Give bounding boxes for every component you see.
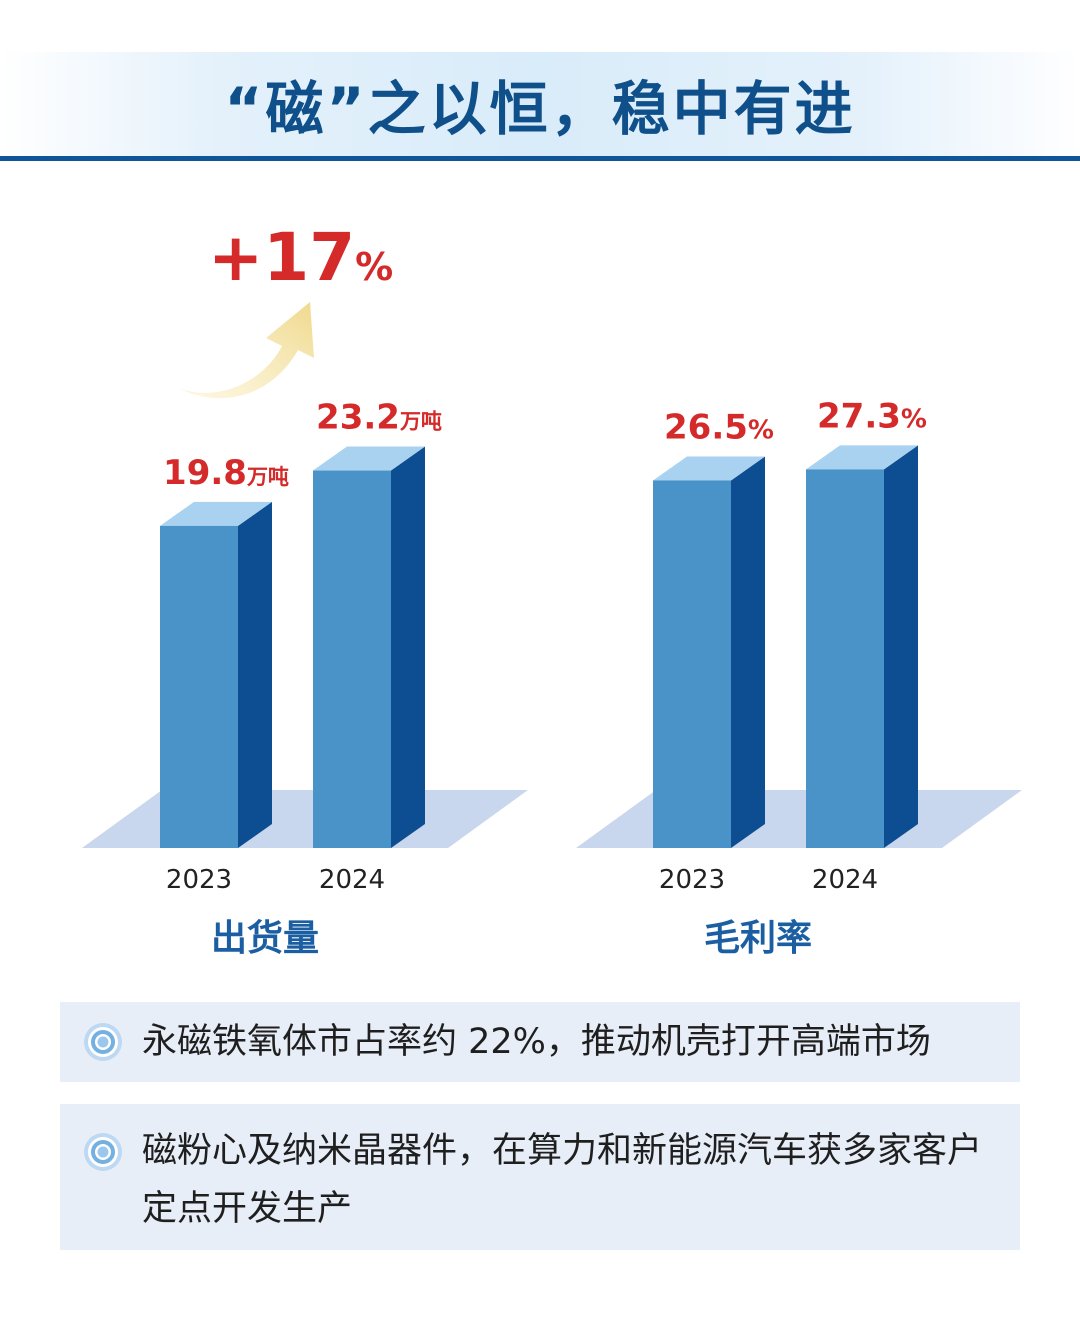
bar-value: 26.5 [664,407,748,447]
bar-front [160,525,238,848]
bar-top [653,456,765,481]
bar-value-label: 27.3% [817,396,927,436]
bar-top [160,501,272,526]
note-text-2: 磁粉心及纳米晶器件，在算力和新能源汽车获多家客户定点开发生产 [142,1131,983,1229]
title-band [0,52,1080,156]
bar-top [806,445,918,470]
charts-area: 19.8万吨202323.2万吨2024出货量+17%26.5%202327.3… [82,219,1022,959]
bar-2023 [160,501,272,848]
x-tick-label: 2023 [659,865,725,895]
bar-side [391,446,425,848]
title-divider [0,156,1080,161]
bar-value-label: 23.2万吨 [316,398,442,438]
x-tick-label: 2024 [812,865,878,895]
bar-2023 [653,456,765,848]
bar-value: 19.8 [163,453,247,493]
page-title: “磁”之以恒，稳中有进 [224,75,856,143]
bar-side [238,501,272,848]
x-tick-label: 2023 [166,865,232,895]
bar-front [313,470,391,848]
chart-floor [82,790,528,848]
growth-label: +17% [208,219,393,296]
bar-2024 [806,445,918,848]
bar-value: 23.2 [316,398,400,438]
bar-value: 27.3 [817,396,901,436]
concentric-circle-icon [84,1133,122,1171]
chart-floor [576,790,1022,848]
bar-side [884,445,918,848]
growth-unit: % [355,245,393,289]
bar-top [313,446,425,471]
bar-front [653,480,731,848]
bar-unit: % [901,404,927,434]
note-text-1: 永磁铁氧体市占率约 22%，推动机壳打开高端市场 [142,1022,931,1062]
concentric-circle-icon [84,1023,122,1061]
bar-front [806,469,884,848]
growth-arrow-icon [178,302,314,399]
bar-unit: 万吨 [246,465,289,489]
note-card-2: 磁粉心及纳米晶器件，在算力和新能源汽车获多家客户定点开发生产 [60,1104,1020,1250]
bar-value-label: 19.8万吨 [163,453,289,493]
bar-side [731,456,765,848]
x-tick-label: 2024 [319,865,385,895]
note-card-1: 永磁铁氧体市占率约 22%，推动机壳打开高端市场 [60,1002,1020,1082]
chart-title: 出货量 [211,918,319,959]
bar-unit: 万吨 [399,410,442,434]
growth-value: +17 [208,219,355,296]
bar-value-label: 26.5% [664,407,774,447]
chart-title: 毛利率 [704,918,812,959]
bar-unit: % [748,415,774,445]
bar-2024 [313,446,425,848]
